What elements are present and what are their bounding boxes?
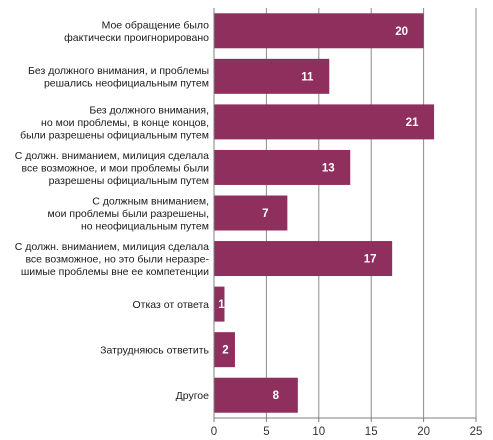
category-label: Отказ от ответа — [133, 299, 210, 311]
bar — [214, 332, 235, 368]
x-tick-label: 20 — [417, 426, 430, 438]
labels: 0 5 10 15 20 25 Мое обращение было фактически п… — [15, 20, 483, 438]
category-label: Мое обращение было фактически проигнориро… — [64, 20, 209, 45]
bar — [214, 149, 351, 185]
category-label-line: мои проблемы были разрешены, — [48, 208, 209, 220]
category-label-line: С должным вниманием, — [92, 196, 209, 208]
category-label: Затрудняюсь ответить — [100, 345, 209, 357]
data-label: 11 — [301, 71, 314, 83]
category-label-line: Отказ от ответа — [133, 299, 210, 311]
category-label-line: Другое — [176, 390, 210, 402]
category-label: С должным вниманием, мои проблемы были ра… — [48, 196, 209, 233]
data-label: 7 — [262, 208, 268, 220]
category-label-line: были разрешены официальным путем — [20, 129, 209, 141]
category-label: Без должного внимания, но мои проблемы, в… — [20, 104, 209, 141]
category-label: Другое — [176, 390, 210, 402]
axes — [213, 8, 477, 422]
x-tick-label: 5 — [263, 426, 269, 438]
category-label: С должн. вниманием, милиция сделала все в… — [15, 241, 210, 278]
category-label-line: Мое обращение было — [102, 20, 210, 32]
category-label-line: Без должного внимания, и проблемы — [28, 65, 209, 77]
bar — [214, 241, 393, 277]
data-label: 8 — [273, 390, 280, 402]
bar — [214, 286, 225, 322]
category-label-line: С должн. вниманием, милиция сделала — [15, 150, 209, 162]
category-label-line: шимые проблемы вне ее компетенции — [21, 266, 209, 278]
category-label-line: но мои проблемы, в конце концов, — [41, 117, 209, 129]
bars — [214, 13, 435, 413]
category-label-line: фактически проигнорировано — [64, 32, 209, 44]
category-label: Без должного внимания, и проблемы решалис… — [28, 65, 209, 90]
data-label: 17 — [364, 254, 377, 266]
category-label-line: Затрудняюсь ответить — [100, 345, 209, 357]
bar — [214, 195, 288, 231]
x-tick-label: 10 — [312, 426, 325, 438]
x-tick-label: 0 — [211, 426, 217, 438]
data-label: 1 — [218, 299, 225, 311]
x-tick-label: 25 — [470, 426, 483, 438]
data-label: 20 — [395, 26, 408, 38]
category-label-line: разрешены официальным путем — [49, 175, 209, 187]
bar — [214, 104, 435, 140]
category-label-line: С должн. вниманием, милиция сделала — [15, 241, 209, 253]
category-label-line: но неофициальным путем — [81, 221, 209, 233]
category-label-line: все возможное, но это были неразре- — [25, 254, 209, 266]
category-label-line: все возможное, и мои проблемы были — [22, 162, 210, 174]
data-label: 21 — [406, 117, 419, 129]
bar — [214, 13, 424, 49]
data-label: 2 — [222, 345, 228, 357]
category-label-line: решались неофициальным путем — [44, 78, 209, 90]
category-label: С должн. вниманием, милиция сделала все в… — [15, 150, 209, 187]
bar — [214, 377, 298, 413]
category-label-line: Без должного внимания, — [89, 104, 209, 116]
data-label: 13 — [322, 162, 335, 174]
x-tick-label: 15 — [365, 426, 378, 438]
bar — [214, 58, 330, 94]
